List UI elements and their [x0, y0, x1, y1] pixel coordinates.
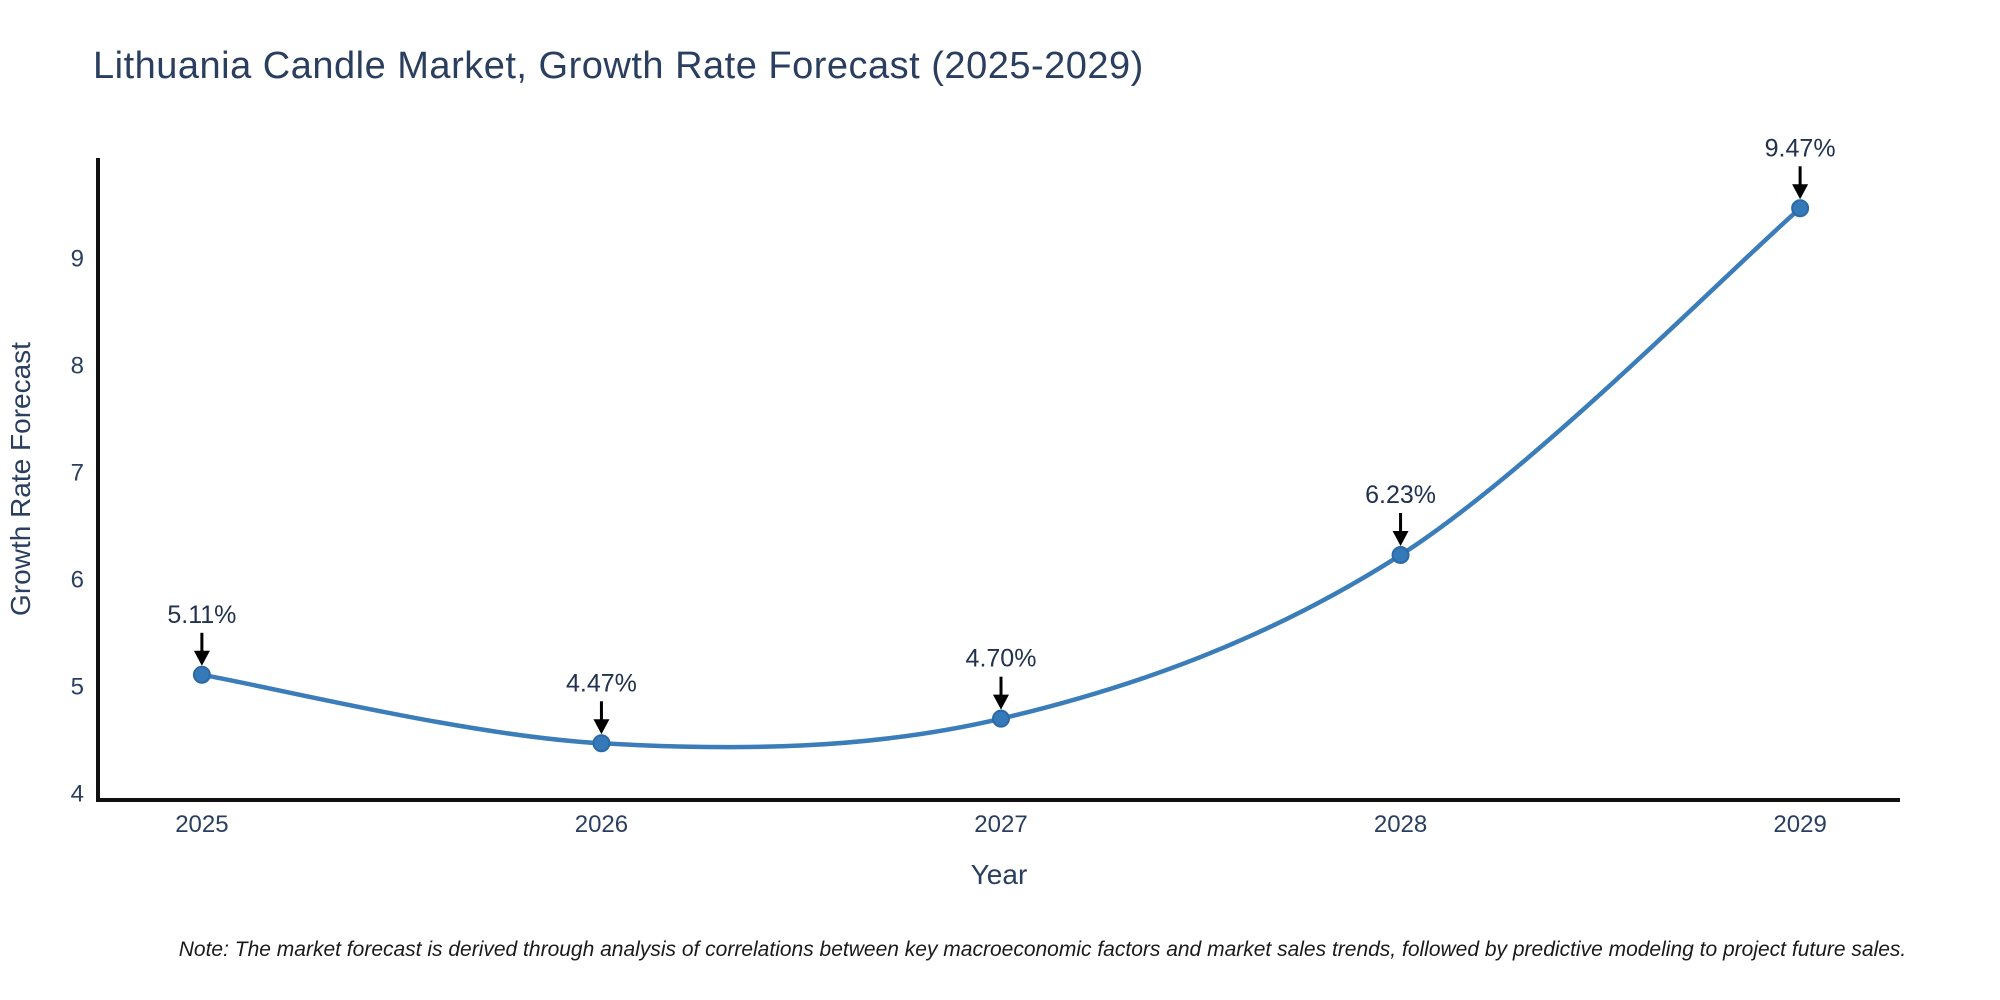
y-tick-label-8: 8	[71, 353, 84, 380]
x-tick-label-2029: 2029	[1773, 811, 1826, 838]
y-tick-label-7: 7	[71, 460, 84, 487]
annotation-arrow-head-2027	[992, 694, 1009, 710]
x-tick-label-2027: 2027	[974, 811, 1027, 838]
x-tick-label-2028: 2028	[1374, 811, 1427, 838]
annotation-label-2025: 5.11%	[167, 601, 236, 629]
chart-title: Lithuania Candle Market, Growth Rate For…	[93, 45, 1144, 87]
forecast-line	[199, 206, 1803, 750]
y-axis-title: Growth Rate Forecast	[5, 342, 36, 616]
data-point-2026	[592, 734, 611, 753]
annotation-label-2027: 4.70%	[966, 645, 1037, 673]
data-point-2029	[1791, 199, 1810, 218]
x-tick-label-2025: 2025	[175, 811, 228, 838]
annotation-label-2029: 9.47%	[1765, 134, 1836, 162]
data-point-2028	[1391, 545, 1410, 564]
annotation-arrow-head-2028	[1392, 530, 1409, 546]
annotation-arrow-head-2029	[1792, 184, 1809, 200]
y-tick-label-6: 6	[71, 567, 84, 594]
annotation-label-2028: 6.23%	[1365, 481, 1436, 509]
x-tick-label-2026: 2026	[575, 811, 628, 838]
y-tick-label-4: 4	[71, 781, 84, 808]
data-point-2025	[192, 665, 211, 684]
footnote: Note: The market forecast is derived thr…	[178, 938, 1907, 961]
data-point-2027	[991, 709, 1010, 728]
annotation-arrow-head-2025	[193, 650, 210, 666]
annotation-arrow-head-2026	[593, 719, 610, 735]
y-tick-label-9: 9	[71, 246, 84, 273]
annotation-label-2026: 4.47%	[566, 669, 637, 697]
x-axis-title: Year	[971, 859, 1028, 890]
y-tick-label-5: 5	[71, 674, 84, 701]
